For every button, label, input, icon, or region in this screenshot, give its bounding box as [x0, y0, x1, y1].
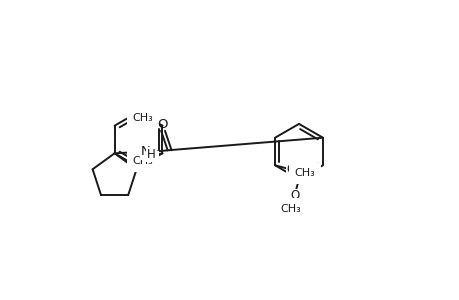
Text: H: H	[147, 148, 156, 161]
Text: CH₃: CH₃	[133, 113, 153, 123]
Text: CH₃: CH₃	[280, 204, 301, 214]
Text: N: N	[141, 145, 151, 158]
Text: CH₃: CH₃	[294, 168, 314, 178]
Text: O: O	[286, 163, 295, 176]
Text: O: O	[290, 188, 299, 202]
Text: O: O	[141, 151, 151, 164]
Text: CH₃: CH₃	[133, 156, 153, 166]
Text: O: O	[157, 118, 168, 131]
Text: O: O	[141, 115, 151, 128]
